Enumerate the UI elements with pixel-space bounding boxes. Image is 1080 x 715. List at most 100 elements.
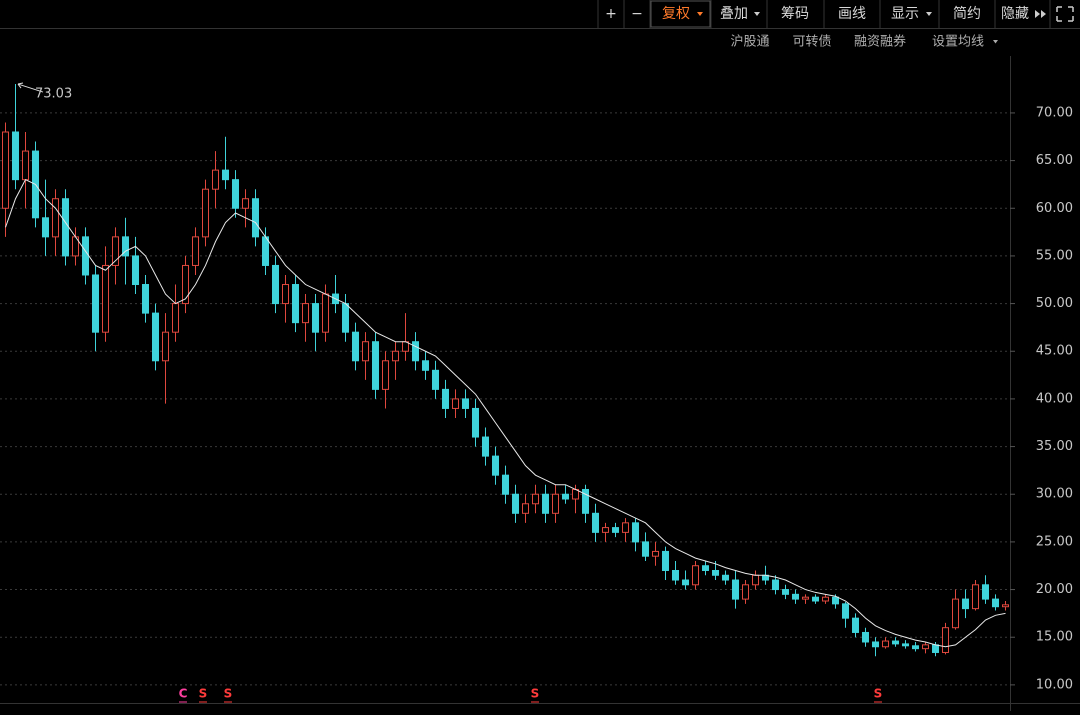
candle-body: [162, 331, 169, 362]
sub-button[interactable]: 融资融券: [854, 34, 906, 50]
toolbar-button[interactable]: 简约: [953, 5, 981, 22]
candle-body: [62, 198, 69, 257]
candle-body: [532, 493, 539, 505]
candle-body: [122, 236, 129, 257]
candle-body: [862, 631, 869, 643]
candle-body: [282, 284, 289, 305]
event-marker: S: [874, 687, 883, 701]
candle-body: [392, 350, 399, 362]
candle-body: [232, 179, 239, 209]
toolbar-button[interactable]: 画线: [838, 6, 866, 22]
event-marker: C: [179, 687, 188, 701]
active-button-frame: [650, 0, 711, 28]
candle-body: [222, 169, 229, 181]
candle-body: [312, 303, 319, 333]
candle-body: [722, 574, 729, 581]
hide-arrows: [1035, 10, 1046, 18]
candle-body: [682, 579, 689, 586]
candle-body: [502, 474, 509, 495]
peak-label: 73.03: [35, 87, 72, 102]
candle-body: [112, 236, 119, 266]
candle-body: [512, 493, 519, 514]
toolbar-button[interactable]: +: [605, 6, 617, 22]
candle-body: [662, 550, 669, 571]
toolbar-separators: [597, 0, 1051, 28]
candle-body: [132, 255, 139, 286]
candle-body: [822, 596, 829, 602]
toolbar-button[interactable]: 叠加: [720, 6, 748, 22]
candle-body: [972, 584, 979, 610]
y-tick-label: 70.00: [1036, 105, 1073, 120]
sub-button[interactable]: 设置均线: [932, 35, 984, 50]
candle-body: [2, 131, 9, 209]
candle-body: [832, 596, 839, 605]
candle-body: [672, 569, 679, 581]
candle-body: [552, 493, 559, 514]
candle-body: [932, 644, 939, 653]
candle-body: [412, 341, 419, 362]
candle-body: [12, 131, 19, 181]
candle-body: [912, 645, 919, 650]
y-tick-label: 35.00: [1036, 439, 1073, 454]
dropdown-arrow: [993, 40, 998, 44]
candle-body: [42, 217, 49, 238]
candle-body: [102, 264, 109, 333]
candle-body: [842, 603, 849, 619]
candle-body: [142, 284, 149, 314]
candle-body: [982, 584, 989, 600]
toolbar-button[interactable]: 隐藏: [1001, 6, 1029, 22]
candle-body: [352, 331, 359, 362]
y-tick-label: 15.00: [1036, 630, 1073, 645]
candle-body: [452, 398, 459, 409]
candle-body: [192, 236, 199, 266]
candle-body: [732, 579, 739, 600]
fullscreen-icon[interactable]: [1056, 6, 1074, 22]
dropdown-arrow: [754, 12, 760, 16]
candle-body: [422, 360, 429, 371]
toolbar-button[interactable]: −: [631, 6, 643, 22]
candle-body: [172, 303, 179, 333]
candle-body: [382, 360, 389, 390]
candle-body: [642, 541, 649, 557]
event-marker: S: [531, 687, 540, 701]
y-tick-label: 50.00: [1036, 296, 1073, 311]
candle-body: [742, 584, 749, 600]
toolbar-button[interactable]: 筹码: [781, 5, 809, 22]
candle-body: [302, 303, 309, 324]
candle-body: [582, 488, 589, 514]
y-tick-label: 10.00: [1036, 677, 1073, 692]
candle-body: [432, 369, 439, 390]
candle-body: [892, 640, 899, 645]
candle-body: [962, 598, 969, 610]
candle-body: [262, 236, 269, 266]
toolbar-button[interactable]: 显示: [891, 6, 919, 22]
sub-button[interactable]: 可转债: [792, 35, 831, 50]
candle-body: [902, 643, 909, 647]
y-tick-label: 40.00: [1036, 391, 1073, 406]
candle-body: [22, 150, 29, 181]
candle-body: [622, 522, 629, 533]
candle-body: [772, 579, 779, 591]
candle-body: [522, 503, 529, 514]
candle-body: [562, 493, 569, 500]
candle-body: [872, 641, 879, 648]
candle-body: [712, 569, 719, 576]
sub-button[interactable]: 沪股通: [730, 34, 769, 50]
dropdown-arrow: [926, 12, 932, 16]
candle-body: [492, 455, 499, 476]
candle-body: [602, 527, 609, 533]
y-tick-label: 25.00: [1036, 534, 1073, 549]
candle-body: [952, 598, 959, 629]
event-marker: S: [199, 687, 208, 701]
candle-body: [882, 640, 889, 648]
candle-body: [852, 617, 859, 633]
candle-body: [212, 169, 219, 190]
candle-body: [592, 512, 599, 533]
candle-body: [692, 565, 699, 586]
toolbar-button[interactable]: 复权: [662, 5, 690, 22]
candle-body: [92, 274, 99, 333]
candle-body: [632, 522, 639, 543]
candle-body: [542, 493, 549, 514]
candle-body: [182, 264, 189, 305]
